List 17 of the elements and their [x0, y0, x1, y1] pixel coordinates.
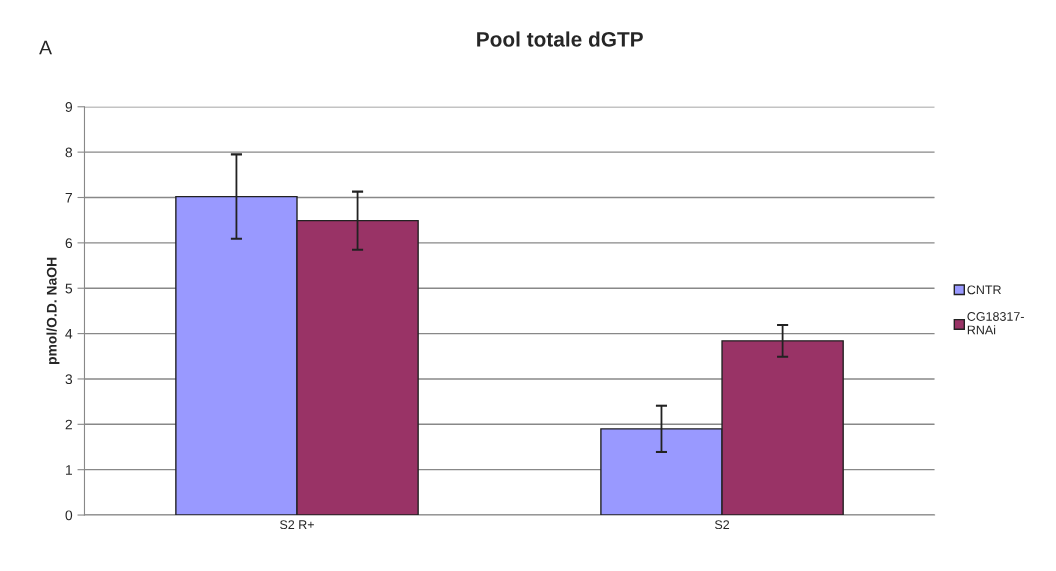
y-tick-label: 2 — [65, 419, 72, 430]
y-tick-label: 7 — [65, 192, 72, 203]
y-axis-title: pmol/O.D. NaOH — [46, 257, 60, 365]
x-tick-label: S2 R+ — [280, 520, 314, 530]
y-tick-label: 4 — [65, 329, 73, 339]
y-tick-label: 3 — [65, 374, 73, 385]
chart-title: Pool totale dGTP — [477, 31, 643, 47]
y-tick-label: 0 — [65, 510, 73, 521]
y-tick-label: 6 — [65, 238, 73, 249]
legend-label: CG18317- RNAi — [967, 312, 1024, 335]
y-tick-label: 1 — [66, 465, 72, 475]
y-tick-label: 8 — [65, 147, 73, 158]
y-tick-label: 9 — [65, 102, 73, 112]
y-tick-label: 5 — [65, 283, 73, 294]
legend-label: CNTR — [967, 285, 1001, 295]
x-tick-label: S2 — [714, 520, 730, 530]
text: A — [39, 40, 52, 55]
